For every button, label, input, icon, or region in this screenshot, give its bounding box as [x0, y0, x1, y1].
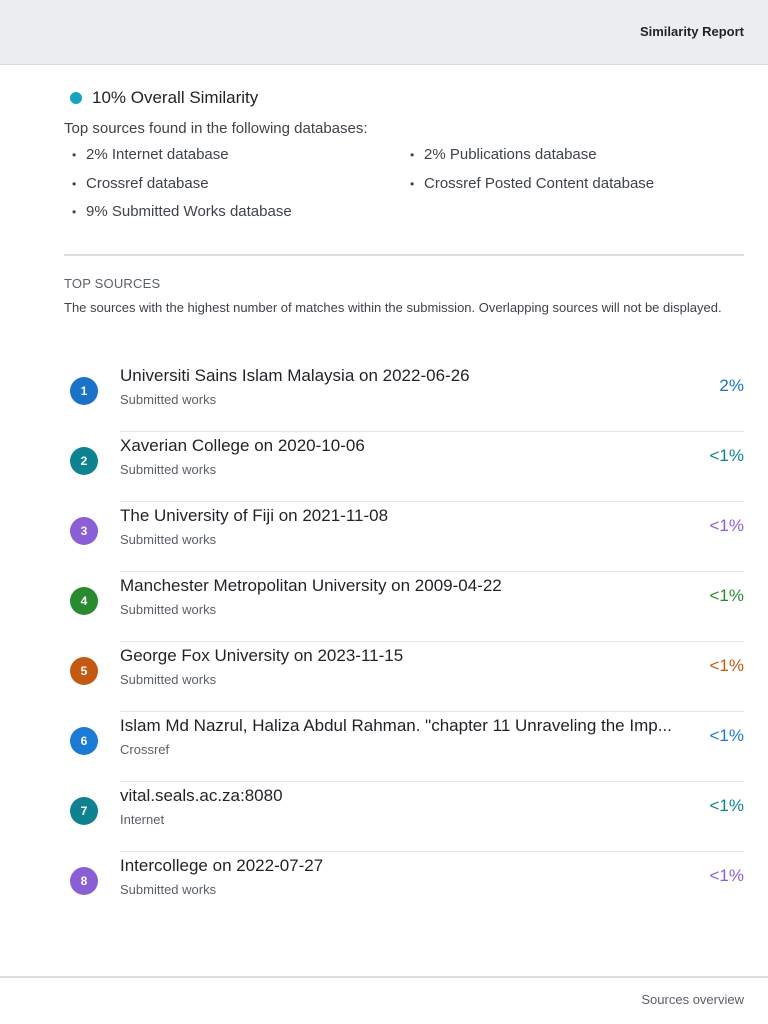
- source-number-badge: 6: [70, 727, 98, 755]
- source-row[interactable]: 2 Xaverian College on 2020-10-06 Submitt…: [64, 432, 744, 502]
- source-percent: <1%: [709, 446, 745, 465]
- footer-label: Sources overview: [641, 992, 744, 1007]
- source-type: Submitted works: [120, 672, 217, 687]
- bullet-icon: •: [410, 177, 415, 191]
- top-sources-description: The sources with the highest number of m…: [64, 300, 722, 315]
- database-item: • 2% Publications database: [410, 146, 597, 163]
- database-item-label: Crossref Posted Content database: [424, 175, 655, 192]
- source-type: Submitted works: [120, 532, 217, 547]
- source-type: Submitted works: [120, 602, 217, 617]
- source-title[interactable]: Xaverian College on 2020-10-06: [120, 436, 365, 455]
- overall-similarity-text: 10% Overall Similarity: [92, 88, 259, 107]
- source-title[interactable]: George Fox University on 2023-11-15: [120, 646, 404, 665]
- source-percent: <1%: [709, 516, 745, 535]
- row-divider: [120, 571, 744, 572]
- source-title[interactable]: Universiti Sains Islam Malaysia on 2022-…: [120, 366, 470, 385]
- database-item: • 9% Submitted Works database: [72, 203, 292, 220]
- source-percent: <1%: [709, 796, 745, 815]
- row-divider: [120, 851, 744, 852]
- source-title[interactable]: Intercollege on 2022-07-27: [120, 856, 324, 875]
- database-item: • Crossref Posted Content database: [410, 175, 654, 192]
- source-row[interactable]: 4 Manchester Metropolitan University on …: [64, 572, 744, 642]
- database-item-label: 9% Submitted Works database: [86, 203, 292, 220]
- source-percent: <1%: [709, 726, 745, 745]
- source-title[interactable]: Manchester Metropolitan University on 20…: [120, 576, 502, 595]
- source-number-badge: 1: [70, 377, 98, 405]
- source-title[interactable]: The University of Fiji on 2021-11-08: [120, 506, 389, 525]
- source-number-badge: 4: [70, 587, 98, 615]
- overall-similarity: 10% Overall Similarity: [70, 88, 258, 108]
- row-divider: [120, 711, 744, 712]
- bullet-icon: •: [72, 205, 77, 219]
- source-type: Submitted works: [120, 392, 217, 407]
- source-title[interactable]: Islam Md Nazrul, Haliza Abdul Rahman. "c…: [120, 716, 672, 735]
- source-type: Submitted works: [120, 882, 217, 897]
- database-item-label: 2% Internet database: [86, 146, 229, 163]
- row-divider: [120, 431, 744, 432]
- report-header: Similarity Report: [0, 0, 768, 65]
- source-number-badge: 3: [70, 517, 98, 545]
- database-item: • 2% Internet database: [72, 146, 229, 163]
- source-row[interactable]: 8 Intercollege on 2022-07-27 Submitted w…: [64, 852, 744, 922]
- footer-divider: [0, 976, 768, 978]
- source-type: Submitted works: [120, 462, 217, 477]
- database-item-label: 2% Publications database: [424, 146, 597, 163]
- source-number-badge: 8: [70, 867, 98, 895]
- row-divider: [120, 641, 744, 642]
- database-item: • Crossref database: [72, 175, 209, 192]
- source-title[interactable]: vital.seals.ac.za:8080: [120, 786, 283, 805]
- source-number-badge: 2: [70, 447, 98, 475]
- bullet-icon: •: [72, 148, 77, 162]
- source-row[interactable]: 7 vital.seals.ac.za:8080 Internet <1%: [64, 782, 744, 852]
- source-number-badge: 5: [70, 657, 98, 685]
- source-row[interactable]: 1 Universiti Sains Islam Malaysia on 202…: [64, 362, 744, 432]
- source-number-badge: 7: [70, 797, 98, 825]
- databases-intro: Top sources found in the following datab…: [64, 120, 368, 137]
- bullet-icon: •: [410, 148, 415, 162]
- source-type: Crossref: [120, 742, 170, 757]
- database-item-label: Crossref database: [86, 175, 209, 192]
- source-percent: <1%: [709, 866, 745, 885]
- source-type: Internet: [120, 812, 165, 827]
- source-row[interactable]: 5 George Fox University on 2023-11-15 Su…: [64, 642, 744, 712]
- source-row[interactable]: 6 Islam Md Nazrul, Haliza Abdul Rahman. …: [64, 712, 744, 782]
- row-divider: [120, 501, 744, 502]
- source-row[interactable]: 3 The University of Fiji on 2021-11-08 S…: [64, 502, 744, 572]
- similarity-dot-icon: [70, 92, 82, 104]
- bullet-icon: •: [72, 177, 77, 191]
- source-percent: 2%: [719, 376, 744, 395]
- source-percent: <1%: [709, 656, 745, 675]
- section-divider: [64, 254, 744, 256]
- top-sources-heading: TOP SOURCES: [64, 276, 161, 291]
- report-title: Similarity Report: [639, 24, 744, 39]
- source-percent: <1%: [709, 586, 745, 605]
- row-divider: [120, 781, 744, 782]
